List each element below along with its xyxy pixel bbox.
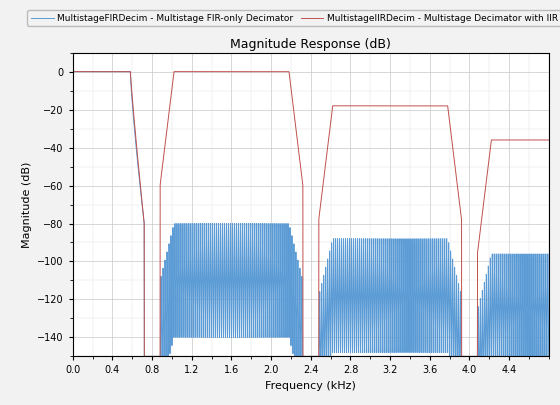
MultistageIIRDecim - Multistage Decimator with IIR stages <box>85 69 91 74</box>
MultistageFIRDecim - Multistage FIR-only Decimator <box>174 245 180 249</box>
MultistageFIRDecim - Multistage FIR-only Decimator <box>69 69 76 74</box>
MultistageIIRDecim - Multistage Decimator with IIR stages <box>174 69 180 74</box>
MultistageFIRDecim - Multistage FIR-only Decimator <box>184 238 190 243</box>
MultistageIIRDecim - Multistage Decimator with IIR stages <box>482 185 489 190</box>
Title: Magnitude Response (dB): Magnitude Response (dB) <box>230 38 391 51</box>
MultistageIIRDecim - Multistage Decimator with IIR stages <box>69 69 76 74</box>
MultistageFIRDecim - Multistage FIR-only Decimator <box>141 354 148 359</box>
Y-axis label: Magnitude (dB): Magnitude (dB) <box>22 161 31 248</box>
MultistageFIRDecim - Multistage FIR-only Decimator <box>321 354 328 359</box>
MultistageFIRDecim - Multistage FIR-only Decimator <box>85 69 91 74</box>
Line: MultistageIIRDecim - Multistage Decimator with IIR stages: MultistageIIRDecim - Multistage Decimato… <box>73 72 549 356</box>
MultistageIIRDecim - Multistage Decimator with IIR stages <box>184 69 190 74</box>
MultistageFIRDecim - Multistage FIR-only Decimator <box>482 354 489 359</box>
MultistageIIRDecim - Multistage Decimator with IIR stages <box>545 138 552 143</box>
Line: MultistageFIRDecim - Multistage FIR-only Decimator: MultistageFIRDecim - Multistage FIR-only… <box>73 72 549 356</box>
MultistageFIRDecim - Multistage FIR-only Decimator <box>545 354 552 359</box>
MultistageFIRDecim - Multistage FIR-only Decimator <box>122 69 128 74</box>
MultistageIIRDecim - Multistage Decimator with IIR stages <box>122 69 128 74</box>
MultistageIIRDecim - Multistage Decimator with IIR stages <box>321 169 328 174</box>
X-axis label: Frequency (kHz): Frequency (kHz) <box>265 381 356 391</box>
MultistageIIRDecim - Multistage Decimator with IIR stages <box>141 354 148 359</box>
Legend: MultistageFIRDecim - Multistage FIR-only Decimator, MultistageIIRDecim - Multist: MultistageFIRDecim - Multistage FIR-only… <box>27 10 560 26</box>
